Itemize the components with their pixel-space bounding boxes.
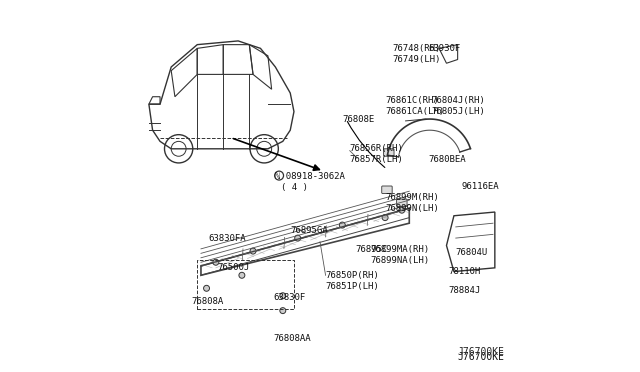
Text: 76748(RH): 76748(RH) xyxy=(392,44,441,53)
Text: 76899N(LH): 76899N(LH) xyxy=(385,204,439,213)
Circle shape xyxy=(339,222,346,228)
Text: 76749(LH): 76749(LH) xyxy=(392,55,441,64)
Text: 76861C(RH): 76861C(RH) xyxy=(385,96,439,105)
Circle shape xyxy=(280,293,286,299)
Text: 76857R(LH): 76857R(LH) xyxy=(349,155,403,164)
Text: 76804U: 76804U xyxy=(456,248,488,257)
Text: 76895GA: 76895GA xyxy=(291,226,328,235)
Text: 63830FA: 63830FA xyxy=(209,234,246,243)
Text: 7680BEA: 7680BEA xyxy=(428,155,465,164)
Text: 76808E: 76808E xyxy=(342,115,374,124)
Circle shape xyxy=(280,308,286,314)
Text: 96116EA: 96116EA xyxy=(461,182,499,190)
Text: 78884J: 78884J xyxy=(449,286,481,295)
Text: 76899M(RH): 76899M(RH) xyxy=(385,193,439,202)
Text: 76895C: 76895C xyxy=(355,245,388,254)
Circle shape xyxy=(213,259,219,265)
Circle shape xyxy=(399,207,405,213)
Text: 63830F: 63830F xyxy=(273,293,306,302)
Circle shape xyxy=(204,285,209,291)
FancyBboxPatch shape xyxy=(381,186,392,193)
Text: J76700KE: J76700KE xyxy=(458,347,504,357)
Text: 76804J(RH): 76804J(RH) xyxy=(431,96,485,105)
Text: 63930F: 63930F xyxy=(428,44,460,53)
Text: 76899MA(RH): 76899MA(RH) xyxy=(370,245,429,254)
Circle shape xyxy=(239,272,245,278)
Text: 76850P(RH): 76850P(RH) xyxy=(326,271,380,280)
Circle shape xyxy=(250,248,256,254)
Text: 76808A: 76808A xyxy=(191,297,224,306)
Text: ( 4 ): ( 4 ) xyxy=(281,183,308,192)
Circle shape xyxy=(382,215,388,221)
Circle shape xyxy=(294,235,301,241)
Text: 76805J(LH): 76805J(LH) xyxy=(431,107,485,116)
FancyBboxPatch shape xyxy=(383,149,394,156)
Text: 76851P(LH): 76851P(LH) xyxy=(326,282,380,291)
Text: 76856R(RH): 76856R(RH) xyxy=(349,144,403,153)
FancyBboxPatch shape xyxy=(397,199,407,206)
Text: 78110H: 78110H xyxy=(449,267,481,276)
Text: ℕ 08918-3062A: ℕ 08918-3062A xyxy=(275,172,345,181)
Text: 76861CA(LH): 76861CA(LH) xyxy=(385,107,444,116)
Text: J76700KE: J76700KE xyxy=(458,352,504,362)
Text: 76500J: 76500J xyxy=(218,263,250,272)
Text: 76808AA: 76808AA xyxy=(273,334,311,343)
Text: 76899NA(LH): 76899NA(LH) xyxy=(370,256,429,265)
